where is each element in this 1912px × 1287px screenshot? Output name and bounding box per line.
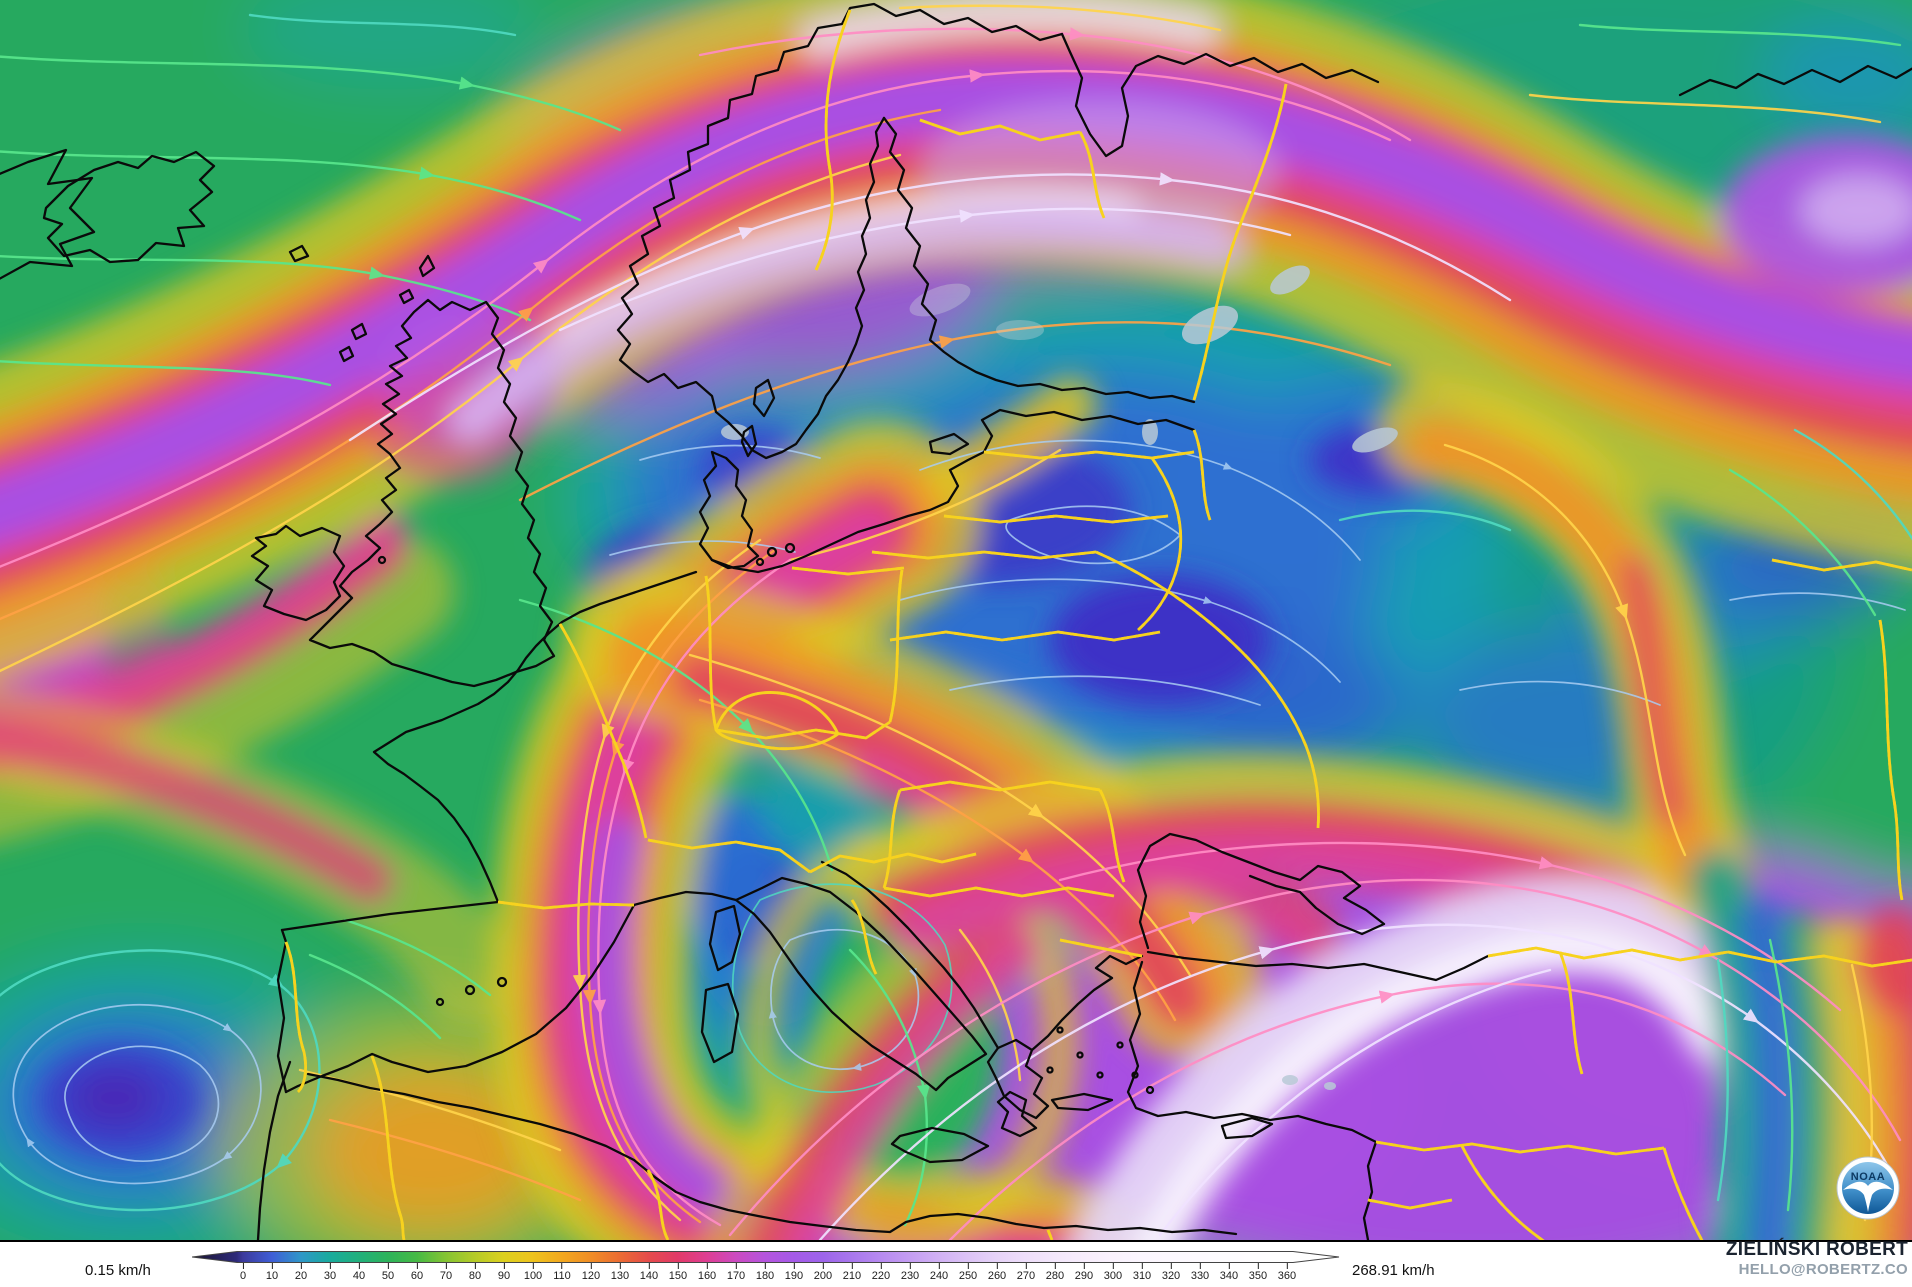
colorbar-tick-130: 130 xyxy=(611,1263,629,1282)
colorbar-tick-190: 190 xyxy=(785,1263,803,1282)
colorbar-tick-150: 150 xyxy=(669,1263,687,1282)
colorbar-tick-0: 0 xyxy=(240,1263,246,1282)
colorbar-tick-250: 250 xyxy=(959,1263,977,1282)
colorbar-tick-300: 300 xyxy=(1104,1263,1122,1282)
colorbar xyxy=(192,1251,1340,1263)
colorbar-tick-70: 70 xyxy=(440,1263,452,1282)
colorbar-tick-140: 140 xyxy=(640,1263,658,1282)
colorbar-tick-100: 100 xyxy=(524,1263,542,1282)
colorbar-tick-180: 180 xyxy=(756,1263,774,1282)
colorbar-tick-260: 260 xyxy=(988,1263,1006,1282)
author-email: HELLO@ROBERTZ.CO xyxy=(1738,1261,1908,1279)
colorbar-tick-60: 60 xyxy=(411,1263,423,1282)
color-scale-legend: 0.15 km/h 0 10 20 30 40 50 60 70 80 90 100 110 120 13… xyxy=(0,1242,1912,1287)
colorbar-ticks: 0 10 20 30 40 50 60 70 80 90 100 110 120 130 140 150 160… xyxy=(192,1263,1340,1285)
colorbar-tick-200: 200 xyxy=(814,1263,832,1282)
colorbar-tick-220: 220 xyxy=(872,1263,890,1282)
colorbar-tick-350: 350 xyxy=(1249,1263,1267,1282)
colorbar-tick-50: 50 xyxy=(382,1263,394,1282)
noaa-logo-text: NOAA xyxy=(1851,1171,1885,1183)
colorbar-tick-160: 160 xyxy=(698,1263,716,1282)
author-name: ZIELIŃSKI ROBERT xyxy=(1725,1239,1908,1260)
colorbar-tick-310: 310 xyxy=(1133,1263,1151,1282)
colorbar-tick-10: 10 xyxy=(266,1263,278,1282)
colorbar-tick-110: 110 xyxy=(553,1263,571,1282)
noaa-logo: NOAA xyxy=(1836,1156,1900,1220)
colorbar-tick-40: 40 xyxy=(353,1263,365,1282)
colorbar-tick-320: 320 xyxy=(1162,1263,1180,1282)
colorbar-tick-20: 20 xyxy=(295,1263,307,1282)
colorbar-tick-30: 30 xyxy=(324,1263,336,1282)
colorbar-tick-270: 270 xyxy=(1017,1263,1035,1282)
colorbar-tick-120: 120 xyxy=(582,1263,600,1282)
colorbar-tick-230: 230 xyxy=(901,1263,919,1282)
colorbar-tick-90: 90 xyxy=(498,1263,510,1282)
colorbar-tick-290: 290 xyxy=(1075,1263,1093,1282)
colorbar-tick-170: 170 xyxy=(727,1263,745,1282)
noaa-bird-icon xyxy=(1843,1181,1893,1212)
colorbar-tick-240: 240 xyxy=(930,1263,948,1282)
colorbar-tick-360: 360 xyxy=(1278,1263,1296,1282)
legend-min-label: 0.15 km/h xyxy=(85,1262,151,1279)
legend-max-label: 268.91 km/h xyxy=(1352,1262,1435,1279)
wind-map-canvas[interactable]: NOAA xyxy=(0,0,1912,1242)
colorbar-tick-80: 80 xyxy=(469,1263,481,1282)
colorbar-tick-280: 280 xyxy=(1046,1263,1064,1282)
coastlines xyxy=(0,2,1912,1240)
colorbar-tick-210: 210 xyxy=(843,1263,861,1282)
colorbar-tick-330: 330 xyxy=(1191,1263,1209,1282)
credits-block: ZIELIŃSKI ROBERT HELLO@ROBERTZ.CO xyxy=(1726,1239,1908,1279)
colorbar-tick-340: 340 xyxy=(1220,1263,1238,1282)
wind-field-layer xyxy=(0,0,1912,1240)
